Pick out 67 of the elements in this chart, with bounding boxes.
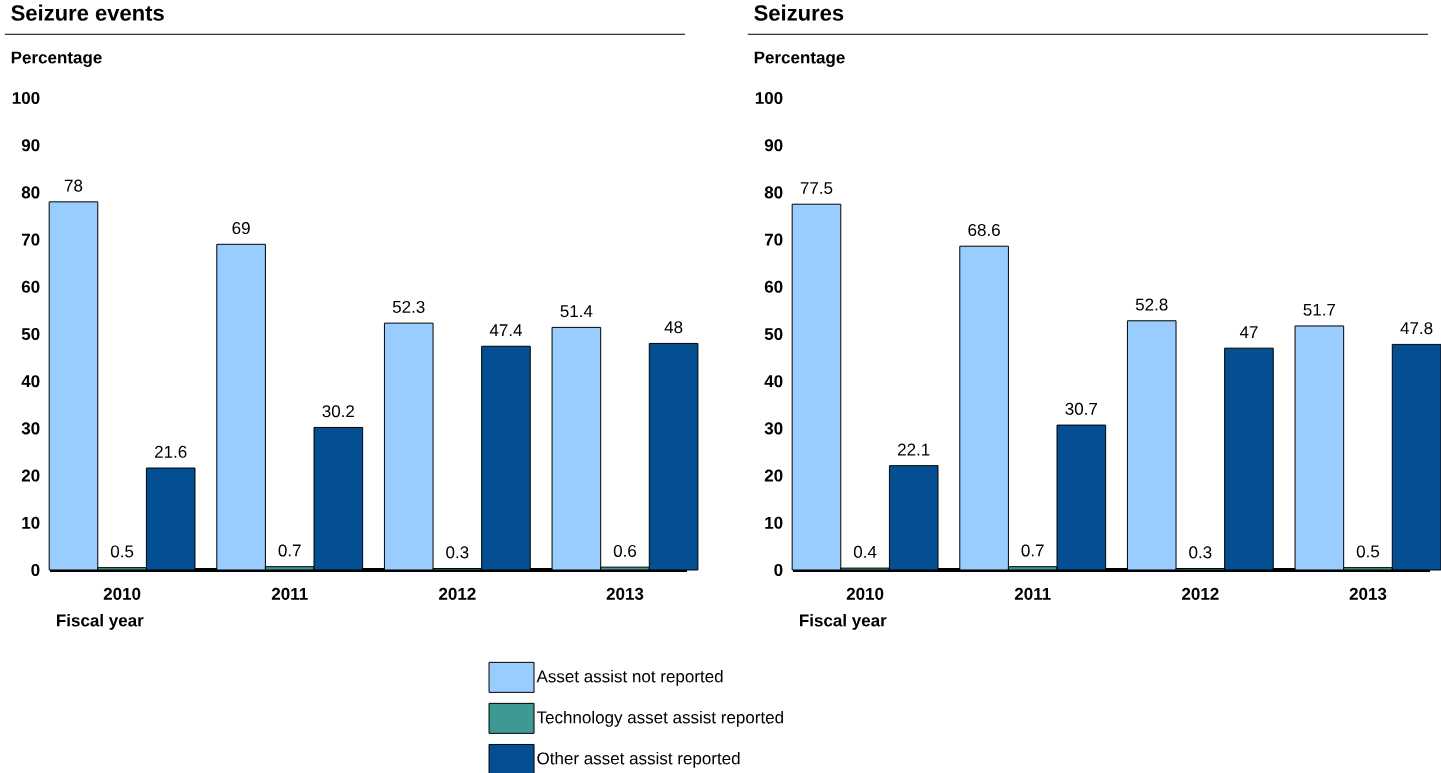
data-label: 78: [64, 179, 83, 192]
y-tick-label: 90: [764, 139, 783, 152]
y-tick-label: 30: [21, 422, 40, 435]
data-label: 0.3: [1189, 546, 1212, 559]
data-label: 0.3: [446, 546, 469, 559]
y-tick-label: 100: [12, 91, 40, 105]
y-tick-label: 60: [764, 280, 783, 293]
y-tick-label: 50: [21, 327, 40, 341]
data-label: 0.5: [110, 545, 134, 558]
y-tick-label: 30: [764, 422, 783, 435]
x-tick-label: 2011: [1014, 587, 1051, 600]
y-tick-label: 20: [21, 469, 40, 482]
data-label: 52.8: [1135, 298, 1168, 311]
bar: [1056, 424, 1107, 571]
data-label: 22.1: [898, 443, 930, 456]
y-tick-label: 20: [764, 469, 783, 482]
y-tick-label: 60: [21, 280, 40, 293]
y-tick-label: 40: [764, 375, 783, 388]
data-label: 68.6: [968, 223, 1000, 236]
bar: [888, 465, 939, 571]
data-label: 51.4: [560, 305, 593, 318]
y-tick-label: 70: [764, 233, 783, 246]
y-axis-title: Percentage: [11, 51, 102, 67]
legend-label: Technology asset assist reported: [536, 710, 783, 727]
x-axis-title: Fiscal year: [800, 613, 887, 630]
y-tick-label: 70: [21, 233, 40, 246]
data-label: 48: [664, 321, 683, 334]
data-label: 47: [1239, 326, 1258, 338]
y-tick-label: 0: [31, 563, 40, 577]
x-tick-label: 2010: [846, 587, 884, 600]
data-label: 47.4: [489, 324, 523, 337]
data-label: 21.6: [155, 445, 187, 458]
bar: [1391, 343, 1441, 571]
data-label: 0.7: [278, 544, 301, 557]
y-axis-title: Percentage: [754, 51, 845, 67]
chart-title: Seizure events: [11, 4, 164, 21]
y-tick-label: 10: [765, 516, 783, 529]
x-tick-label: 2012: [1182, 587, 1219, 600]
bar: [1224, 347, 1274, 571]
data-label: 0.5: [1356, 545, 1380, 558]
y-tick-label: 90: [21, 139, 40, 152]
data-label: 52.3: [392, 300, 425, 313]
y-tick-label: 80: [764, 186, 783, 199]
y-tick-label: 50: [764, 327, 783, 341]
x-tick-label: 2013: [606, 587, 644, 600]
data-label: 0.4: [853, 545, 877, 558]
x-tick-label: 2013: [1349, 587, 1387, 600]
legend-label: Asset assist not reported: [536, 669, 723, 686]
chart-title: Seizures: [754, 4, 844, 21]
data-label: 0.7: [1021, 544, 1044, 557]
data-label: 69: [232, 222, 250, 235]
x-tick-label: 2010: [103, 587, 141, 600]
y-tick-label: 0: [774, 563, 783, 577]
data-label: 30.2: [322, 405, 355, 418]
y-tick-label: 40: [21, 375, 40, 388]
data-label: 47.8: [1400, 322, 1433, 335]
legend-label: Other asset assist reported: [537, 751, 740, 768]
y-tick-label: 10: [22, 516, 40, 529]
data-label: 77.5: [800, 182, 833, 194]
y-tick-label: 80: [21, 186, 40, 199]
data-label: 51.7: [1303, 303, 1336, 316]
x-tick-label: 2011: [271, 587, 308, 600]
x-tick-label: 2012: [439, 587, 476, 600]
y-tick-label: 100: [755, 91, 783, 105]
x-axis-title: Fiscal year: [57, 613, 144, 630]
data-label: 30.7: [1065, 402, 1098, 415]
data-label: 0.6: [613, 544, 637, 557]
